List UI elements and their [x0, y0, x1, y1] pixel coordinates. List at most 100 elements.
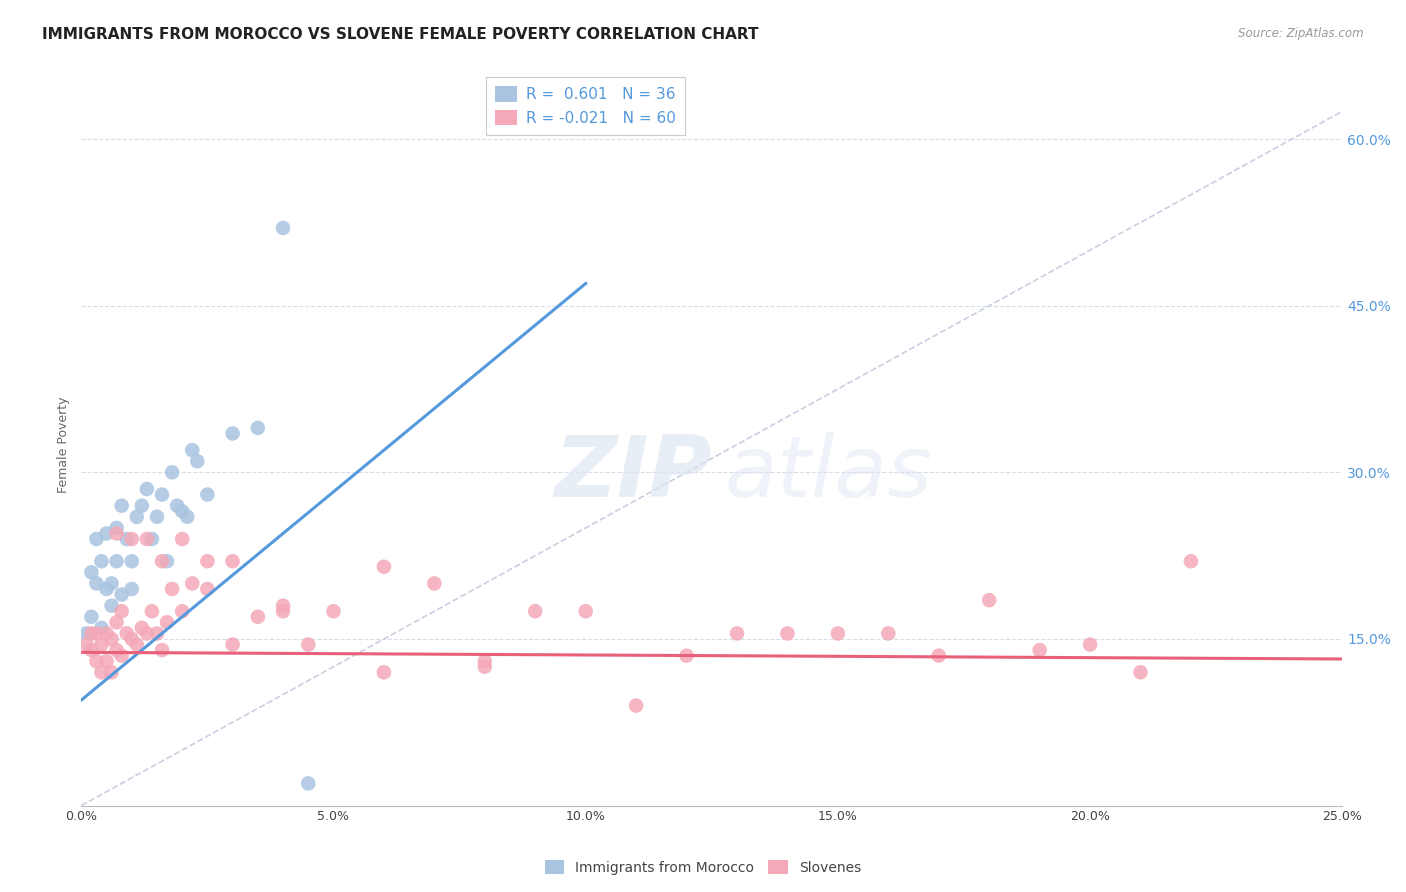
Point: [181, 443, 204, 458]
Point: [877, 626, 900, 640]
Point: [121, 582, 143, 596]
Point: [776, 626, 799, 640]
Point: [96, 582, 118, 596]
Point: [160, 466, 183, 480]
Point: [725, 626, 748, 640]
Point: [322, 604, 344, 618]
Point: [197, 554, 219, 568]
Point: [575, 604, 598, 618]
Point: [141, 604, 163, 618]
Point: [172, 532, 194, 546]
Legend: Immigrants from Morocco, Slovenes: Immigrants from Morocco, Slovenes: [540, 855, 866, 880]
Point: [166, 499, 188, 513]
Point: [373, 665, 395, 680]
Point: [172, 604, 194, 618]
Point: [474, 659, 496, 673]
Point: [121, 554, 143, 568]
Point: [131, 621, 153, 635]
Text: Source: ZipAtlas.com: Source: ZipAtlas.com: [1239, 27, 1364, 40]
Point: [297, 638, 319, 652]
Point: [181, 576, 204, 591]
Point: [271, 599, 294, 613]
Point: [96, 526, 118, 541]
Point: [80, 643, 103, 657]
Point: [90, 665, 112, 680]
Point: [105, 521, 128, 535]
Point: [90, 554, 112, 568]
Point: [675, 648, 697, 663]
Point: [423, 576, 446, 591]
Point: [121, 532, 143, 546]
Point: [197, 582, 219, 596]
Text: atlas: atlas: [724, 432, 932, 515]
Point: [121, 632, 143, 646]
Point: [221, 638, 243, 652]
Point: [246, 421, 269, 435]
Point: [150, 487, 173, 501]
Point: [75, 638, 97, 652]
Point: [1129, 665, 1152, 680]
Point: [105, 615, 128, 630]
Point: [176, 509, 198, 524]
Point: [827, 626, 849, 640]
Point: [105, 554, 128, 568]
Point: [80, 609, 103, 624]
Text: IMMIGRANTS FROM MOROCCO VS SLOVENE FEMALE POVERTY CORRELATION CHART: IMMIGRANTS FROM MOROCCO VS SLOVENE FEMAL…: [42, 27, 759, 42]
Point: [160, 582, 183, 596]
Y-axis label: Female Poverty: Female Poverty: [58, 396, 70, 492]
Point: [111, 648, 134, 663]
Point: [221, 554, 243, 568]
Point: [141, 532, 163, 546]
Point: [156, 554, 179, 568]
Point: [624, 698, 647, 713]
Point: [115, 532, 138, 546]
Point: [111, 604, 134, 618]
Point: [150, 643, 173, 657]
Point: [297, 776, 319, 790]
Point: [172, 504, 194, 518]
Legend: R =  0.601   N = 36, R = -0.021   N = 60: R = 0.601 N = 36, R = -0.021 N = 60: [486, 77, 685, 135]
Point: [135, 626, 157, 640]
Point: [221, 426, 243, 441]
Point: [100, 599, 122, 613]
Point: [135, 532, 157, 546]
Point: [96, 626, 118, 640]
Point: [146, 509, 169, 524]
Point: [246, 609, 269, 624]
Point: [131, 499, 153, 513]
Point: [1180, 554, 1202, 568]
Point: [271, 604, 294, 618]
Point: [80, 566, 103, 580]
Point: [474, 654, 496, 668]
Point: [979, 593, 1001, 607]
Point: [271, 221, 294, 235]
Point: [928, 648, 950, 663]
Point: [197, 487, 219, 501]
Point: [373, 559, 395, 574]
Point: [105, 526, 128, 541]
Point: [86, 576, 108, 591]
Point: [125, 509, 148, 524]
Point: [111, 588, 134, 602]
Point: [146, 626, 169, 640]
Point: [90, 621, 112, 635]
Point: [105, 643, 128, 657]
Point: [86, 626, 108, 640]
Point: [524, 604, 547, 618]
Point: [111, 499, 134, 513]
Point: [100, 576, 122, 591]
Point: [156, 615, 179, 630]
Point: [150, 554, 173, 568]
Point: [96, 654, 118, 668]
Point: [1078, 638, 1101, 652]
Point: [75, 626, 97, 640]
Point: [186, 454, 208, 468]
Point: [1028, 643, 1050, 657]
Point: [125, 638, 148, 652]
Point: [100, 665, 122, 680]
Text: ZIP: ZIP: [554, 432, 711, 515]
Point: [115, 626, 138, 640]
Point: [90, 638, 112, 652]
Point: [80, 626, 103, 640]
Point: [100, 632, 122, 646]
